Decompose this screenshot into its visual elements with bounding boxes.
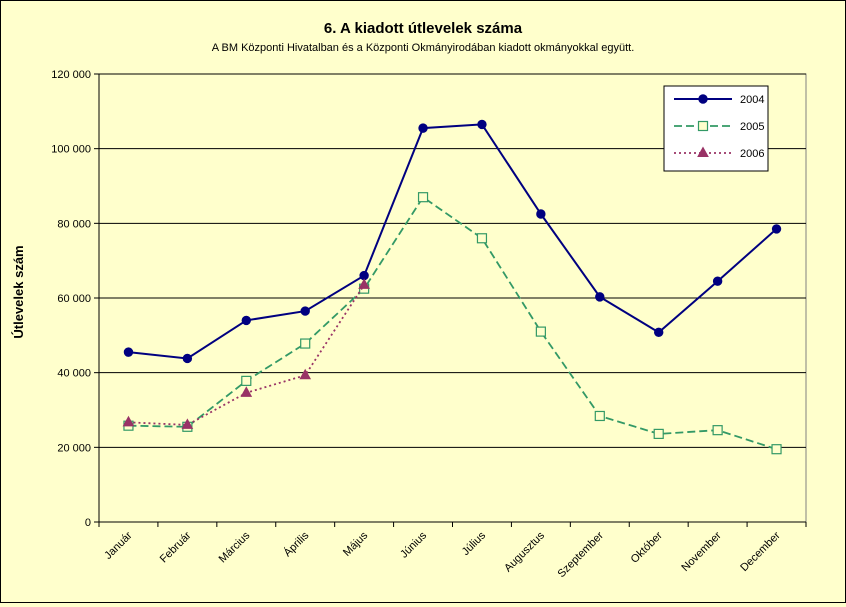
legend-label-2004: 2004 xyxy=(740,94,764,106)
data-point-2005 xyxy=(535,326,546,337)
x-tick-label: November xyxy=(679,529,724,574)
x-tick-label: Október xyxy=(629,529,665,565)
x-tick-label: Március xyxy=(217,529,253,565)
x-tick-label: December xyxy=(738,529,783,574)
data-point-2005 xyxy=(241,375,252,386)
y-tick-label: 120 000 xyxy=(51,69,91,81)
data-point-2006 xyxy=(240,386,253,397)
y-tick-label: 100 000 xyxy=(51,144,91,156)
legend-marker-2005 xyxy=(697,120,709,132)
data-point-2005 xyxy=(417,192,429,203)
data-point-2006 xyxy=(181,418,194,429)
y-tick-label: 20 000 xyxy=(57,442,91,454)
data-point-2005 xyxy=(594,410,605,422)
data-point-2005 xyxy=(300,338,311,349)
x-tick-label: Augusztus xyxy=(502,529,547,574)
legend-marker-2006 xyxy=(697,146,709,157)
data-point-2006 xyxy=(299,368,312,380)
data-point-2005 xyxy=(771,444,782,455)
data-point-2004 xyxy=(771,224,782,234)
x-tick-label: Szeptember xyxy=(555,529,606,580)
legend: 2004 2005 2006 xyxy=(663,85,769,172)
series-line-2004 xyxy=(128,123,778,360)
data-point-2004 xyxy=(123,347,134,357)
data-point-2004 xyxy=(477,119,487,130)
data-point-2006 xyxy=(358,278,370,289)
y-tick-label: 0 xyxy=(85,517,91,529)
data-point-2004 xyxy=(595,292,605,302)
x-tick-label: Április xyxy=(281,529,312,560)
data-point-2004 xyxy=(300,306,310,316)
legend-box xyxy=(663,85,769,172)
x-tick-label: Február xyxy=(158,529,194,565)
data-point-2004 xyxy=(712,276,723,286)
y-tick-label: 40 000 xyxy=(57,368,91,380)
y-tick-label: 80 000 xyxy=(57,218,91,230)
data-point-2005 xyxy=(476,233,488,244)
data-point-2004 xyxy=(536,209,546,219)
data-point-2004 xyxy=(241,315,251,326)
legend-label-2005: 2005 xyxy=(740,121,764,133)
data-point-2004 xyxy=(182,353,193,364)
data-point-2004 xyxy=(654,327,664,338)
legend-marker-2004 xyxy=(698,94,708,104)
x-tick-label: Január xyxy=(102,529,135,562)
x-tick-label: Július xyxy=(460,529,489,558)
data-point-2004 xyxy=(418,123,428,133)
data-point-2006 xyxy=(122,415,135,427)
chart-subtitle: A BM Központi Hivatalban és a Központi O… xyxy=(212,42,635,54)
x-tick-label: Június xyxy=(398,529,429,560)
data-point-2005 xyxy=(712,425,723,436)
legend-label-2006: 2006 xyxy=(740,148,764,160)
chart-title: 6. A kiadott útlevelek száma xyxy=(324,20,523,37)
y-tick-label: 60 000 xyxy=(57,293,91,305)
x-tick-label: Május xyxy=(341,529,371,559)
data-point-2005 xyxy=(653,428,664,439)
series-line-2005 xyxy=(128,195,777,451)
y-axis-label: Útlevelek szám xyxy=(11,245,26,338)
